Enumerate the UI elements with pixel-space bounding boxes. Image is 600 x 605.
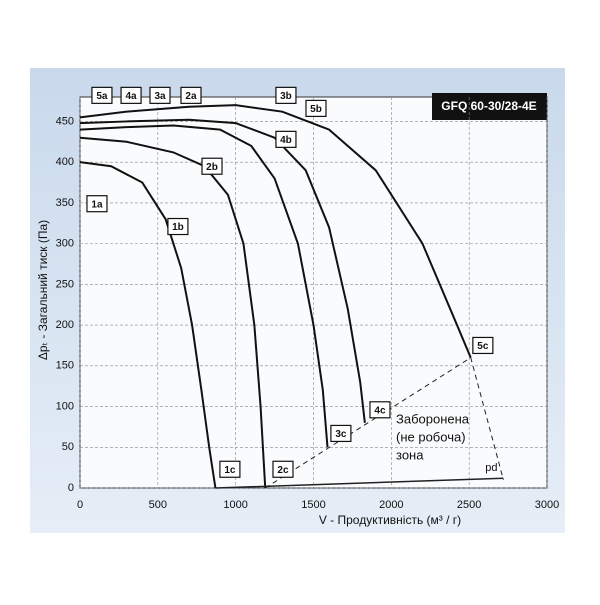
x-tick-label: 3000	[535, 499, 559, 511]
x-tick-label: 500	[149, 499, 167, 511]
curve-label: 1a	[91, 199, 103, 210]
label-box	[275, 86, 297, 104]
curve-label: 3c	[335, 429, 347, 440]
curve-label: 2b	[206, 162, 218, 173]
label-box	[120, 86, 142, 104]
label-box	[86, 195, 108, 213]
curve	[79, 104, 472, 359]
curve-label: 5b	[310, 104, 322, 115]
curve-label: 5a	[96, 91, 108, 102]
y-tick-label: 100	[56, 400, 74, 412]
y-tick-label: 350	[56, 197, 74, 209]
curve-label: 3a	[154, 91, 166, 102]
label-box	[472, 336, 494, 355]
label-box	[272, 460, 294, 478]
label-box	[149, 86, 171, 104]
curve-label: 4b	[280, 135, 292, 146]
y-tick-label: 200	[56, 319, 74, 331]
y-tick-label: 50	[62, 441, 74, 453]
curve-label: 1c	[224, 465, 236, 476]
curve	[79, 136, 267, 489]
label-box	[91, 86, 113, 104]
label-box	[167, 217, 189, 236]
x-tick-label: 2500	[457, 499, 481, 511]
y-tick-label: 300	[56, 238, 74, 250]
zone-text: зона	[396, 447, 424, 462]
label-box	[275, 130, 297, 148]
pd-line	[215, 477, 504, 489]
curve	[79, 124, 329, 448]
curve-label: 5c	[477, 341, 489, 352]
y-tick-label: 400	[56, 156, 74, 168]
curve	[79, 118, 366, 423]
curve-label: 1b	[172, 222, 184, 233]
curve-label: 3b	[280, 91, 292, 102]
label-box	[305, 99, 327, 118]
curve-label: 2c	[277, 465, 289, 476]
y-tick-label: 250	[56, 278, 74, 290]
chart-title: GFQ 60-30/28-4E	[441, 99, 536, 113]
x-tick-label: 1000	[223, 499, 247, 511]
label-box	[201, 157, 223, 175]
x-tick-label: 1500	[301, 499, 325, 511]
label-box	[180, 86, 202, 104]
label-box	[219, 460, 241, 478]
zone-text: (не робоча)	[396, 429, 466, 444]
title-box	[432, 93, 547, 120]
x-tick-label: 2000	[379, 499, 403, 511]
limit-line	[264, 356, 504, 489]
y-axis-label: Δpₜ - Загальний тиск (Па)	[36, 220, 50, 360]
curve-label: 2a	[185, 91, 197, 102]
label-box	[369, 401, 391, 419]
y-tick-label: 150	[56, 360, 74, 372]
x-axis-label: V - Продуктивність (м³ / г)	[319, 513, 461, 527]
y-tick-label: 450	[56, 115, 74, 127]
y-tick-label: 0	[68, 482, 74, 494]
x-tick-label: 0	[77, 499, 83, 511]
curve-label: 4a	[125, 91, 137, 102]
pd-label: pd	[485, 462, 497, 474]
label-box	[330, 424, 352, 443]
curve	[79, 161, 217, 489]
curve-label: 4c	[374, 405, 386, 416]
zone-text: Заборонена	[396, 411, 470, 426]
